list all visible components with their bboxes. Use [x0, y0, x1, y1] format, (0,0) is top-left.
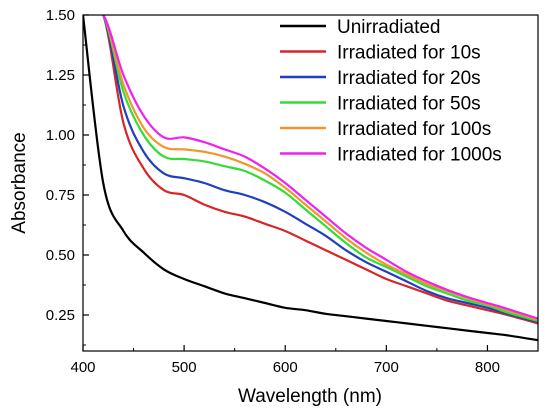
y-tick-label: 0.25	[46, 307, 75, 324]
x-tick-label: 800	[475, 359, 500, 376]
x-tick-label: 700	[374, 359, 399, 376]
series-layer	[83, 15, 538, 342]
series-line-irradiated-for-20s	[83, 15, 538, 324]
series-line-irradiated-for-10s	[83, 15, 538, 325]
legend-label-unirradiated: Unirradiated	[337, 17, 441, 38]
x-tick-label: 400	[70, 359, 95, 376]
series-line-irradiated-for-50s	[83, 15, 538, 323]
x-tick-label: 500	[172, 359, 197, 376]
series-line-irradiated-for-1000s	[83, 15, 538, 320]
legend-label-irradiated-for-1000s: Irradiated for 1000s	[337, 145, 502, 166]
y-axis-ticks: 0.25 0.50 0.75 1.00 1.25 1.50	[46, 7, 89, 346]
y-tick-label: 0.75	[46, 187, 75, 204]
series-line-unirradiated	[83, 15, 538, 342]
y-tick-label: 0.50	[46, 247, 75, 264]
x-axis-ticks: 400 500 600 700 800	[70, 345, 500, 376]
legend-label-irradiated-for-10s: Irradiated for 10s	[337, 43, 481, 64]
y-tick-label: 1.00	[46, 127, 75, 144]
y-tick-label: 1.50	[46, 7, 75, 24]
x-axis-title: Wavelength (nm)	[238, 386, 382, 407]
plot-frame	[82, 14, 539, 352]
legend-label-irradiated-for-50s: Irradiated for 50s	[337, 94, 481, 115]
x-tick-label: 600	[273, 359, 298, 376]
legend-label-irradiated-for-100s: Irradiated for 100s	[337, 119, 491, 140]
legend: Unirradiated Irradiated for 10s Irradiated…	[280, 17, 502, 166]
y-axis-title: Absorbance	[9, 132, 30, 233]
y-tick-label: 1.25	[46, 67, 75, 84]
legend-label-irradiated-for-20s: Irradiated for 20s	[337, 68, 481, 89]
